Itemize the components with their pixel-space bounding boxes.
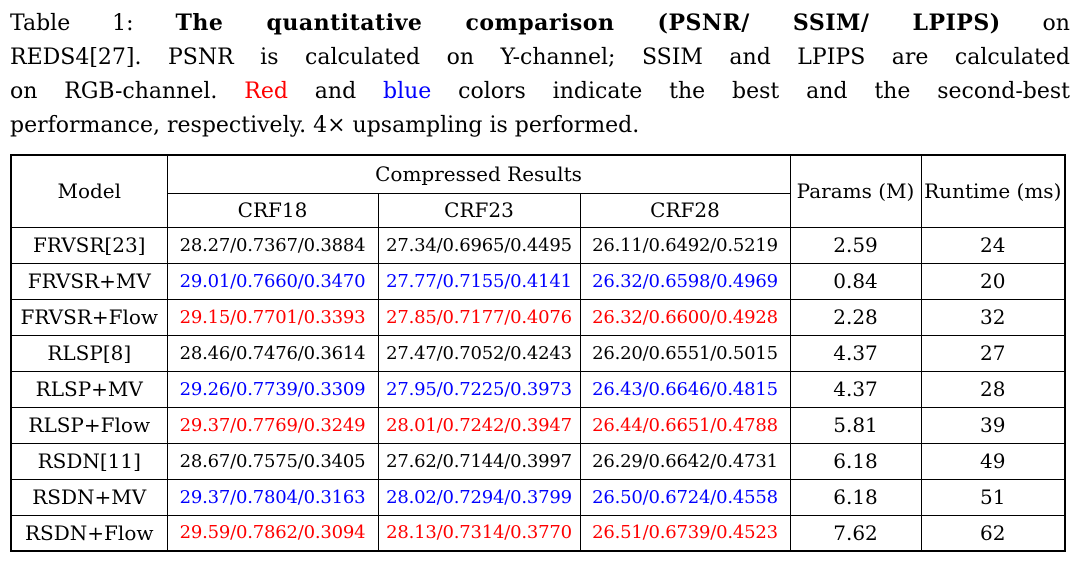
runtime-cell: 32 xyxy=(920,298,1066,336)
runtime-cell: 24 xyxy=(920,226,1066,264)
crf28-cell: 26.44/0.6651/0.4788 xyxy=(579,406,791,444)
table-row-rlsp-mv: RLSP+MV 29.26/0.7739/0.3309 27.95/0.7225… xyxy=(10,370,1066,408)
crf23-cell: 27.77/0.7155/0.4141 xyxy=(377,262,581,300)
crf18-cell: 29.37/0.7804/0.3163 xyxy=(166,478,379,516)
caption-line-1: Table 1: The quantitative comparison (PS… xyxy=(10,6,1070,41)
crf18-cell: 29.59/0.7862/0.3094 xyxy=(166,514,379,552)
crf23-cell: 28.02/0.7294/0.3799 xyxy=(377,478,581,516)
runtime-cell: 62 xyxy=(920,514,1066,552)
runtime-cell: 49 xyxy=(920,442,1066,480)
caption-table-number: Table 1: xyxy=(10,11,176,36)
crf18-cell: 29.37/0.7769/0.3249 xyxy=(166,406,379,444)
crf18-cell: 29.26/0.7739/0.3309 xyxy=(166,370,379,408)
caption-line-2: REDS4[27]. PSNR is calculated on Y-chann… xyxy=(10,45,1070,70)
model-cell: RSDN+MV xyxy=(10,478,168,516)
runtime-cell: 28 xyxy=(920,370,1066,408)
crf28-cell: 26.32/0.6598/0.4969 xyxy=(579,262,791,300)
header-model: Model xyxy=(10,154,168,228)
table-row-rsdn: RSDN[11] 28.67/0.7575/0.3405 27.62/0.714… xyxy=(10,442,1066,480)
table-row-frvsr-flow: FRVSR+Flow 29.15/0.7701/0.3393 27.85/0.7… xyxy=(10,298,1066,336)
crf28-cell: 26.43/0.6646/0.4815 xyxy=(579,370,791,408)
caption-bold-title: The quantitative comparison (PSNR/ SSIM/… xyxy=(175,10,1001,36)
params-cell: 4.37 xyxy=(789,334,922,372)
table-row-rlsp-flow: RLSP+Flow 29.37/0.7769/0.3249 28.01/0.72… xyxy=(10,406,1066,444)
crf23-cell: 27.47/0.7052/0.4243 xyxy=(377,334,581,372)
caption-line-3-pre: on RGB-channel. xyxy=(10,79,245,104)
model-cell: FRVSR+Flow xyxy=(10,298,168,336)
crf28-cell: 26.32/0.6600/0.4928 xyxy=(579,298,791,336)
params-cell: 2.59 xyxy=(789,226,922,264)
model-cell: FRVSR+MV xyxy=(10,262,168,300)
runtime-cell: 20 xyxy=(920,262,1066,300)
caption-line-4: performance, respectively. 4× upsampling… xyxy=(10,113,640,138)
crf23-cell: 27.62/0.7144/0.3997 xyxy=(377,442,581,480)
crf23-cell: 27.95/0.7225/0.3973 xyxy=(377,370,581,408)
header-compressed-results: Compressed Results xyxy=(166,154,791,194)
caption-blue-word: blue xyxy=(383,79,432,104)
model-cell: FRVSR[23] xyxy=(10,226,168,264)
crf18-cell: 28.27/0.7367/0.3884 xyxy=(166,226,379,264)
model-cell: RLSP+Flow xyxy=(10,406,168,444)
model-cell: RLSP[8] xyxy=(10,334,168,372)
table-row-frvsr-mv: FRVSR+MV 29.01/0.7660/0.3470 27.77/0.715… xyxy=(10,262,1066,300)
model-cell: RLSP+MV xyxy=(10,370,168,408)
header-params: Params (M) xyxy=(789,154,922,228)
caption-line-1-suffix: on xyxy=(1000,11,1070,36)
crf18-cell: 28.67/0.7575/0.3405 xyxy=(166,442,379,480)
crf18-cell: 29.01/0.7660/0.3470 xyxy=(166,262,379,300)
model-cell: RSDN[11] xyxy=(10,442,168,480)
results-table: Model Compressed Results Params (M) Runt… xyxy=(10,154,1066,552)
crf28-cell: 26.11/0.6492/0.5219 xyxy=(579,226,791,264)
header-crf28: CRF28 xyxy=(579,192,791,228)
header-row-2: CRF18 CRF23 CRF28 xyxy=(11,192,1065,228)
table-caption: Table 1: The quantitative comparison (PS… xyxy=(10,6,1070,143)
params-cell: 6.18 xyxy=(789,442,922,480)
crf18-cell: 28.46/0.7476/0.3614 xyxy=(166,334,379,372)
table-row-rsdn-flow: RSDN+Flow 29.59/0.7862/0.3094 28.13/0.73… xyxy=(10,514,1066,552)
caption-line-3: on RGB-channel. Red and blue colors indi… xyxy=(10,75,1070,109)
caption-line-3-mid: and xyxy=(287,79,384,104)
caption-red-word: Red xyxy=(244,79,288,104)
crf23-cell: 27.85/0.7177/0.4076 xyxy=(377,298,581,336)
crf23-cell: 28.13/0.7314/0.3770 xyxy=(377,514,581,552)
params-cell: 5.81 xyxy=(789,406,922,444)
params-cell: 2.28 xyxy=(789,298,922,336)
crf18-cell: 29.15/0.7701/0.3393 xyxy=(166,298,379,336)
runtime-cell: 51 xyxy=(920,478,1066,516)
params-cell: 7.62 xyxy=(789,514,922,552)
params-cell: 4.37 xyxy=(789,370,922,408)
params-cell: 0.84 xyxy=(789,262,922,300)
header-runtime: Runtime (ms) xyxy=(920,154,1066,228)
model-cell: RSDN+Flow xyxy=(10,514,168,552)
crf28-cell: 26.51/0.6739/0.4523 xyxy=(579,514,791,552)
crf28-cell: 26.50/0.6724/0.4558 xyxy=(579,478,791,516)
runtime-cell: 39 xyxy=(920,406,1066,444)
table-row-frvsr: FRVSR[23] 28.27/0.7367/0.3884 27.34/0.69… xyxy=(10,226,1066,264)
header-row-1: Model Compressed Results Params (M) Runt… xyxy=(10,154,1066,228)
crf28-cell: 26.20/0.6551/0.5015 xyxy=(579,334,791,372)
crf28-cell: 26.29/0.6642/0.4731 xyxy=(579,442,791,480)
caption-line-3-post: colors indicate the best and the second-… xyxy=(431,79,1071,104)
header-crf23: CRF23 xyxy=(377,192,581,228)
crf23-cell: 27.34/0.6965/0.4495 xyxy=(377,226,581,264)
table-row-rsdn-mv: RSDN+MV 29.37/0.7804/0.3163 28.02/0.7294… xyxy=(10,478,1066,516)
table-row-rlsp: RLSP[8] 28.46/0.7476/0.3614 27.47/0.7052… xyxy=(10,334,1066,372)
header-crf18: CRF18 xyxy=(166,192,379,228)
params-cell: 6.18 xyxy=(789,478,922,516)
runtime-cell: 27 xyxy=(920,334,1066,372)
crf23-cell: 28.01/0.7242/0.3947 xyxy=(377,406,581,444)
